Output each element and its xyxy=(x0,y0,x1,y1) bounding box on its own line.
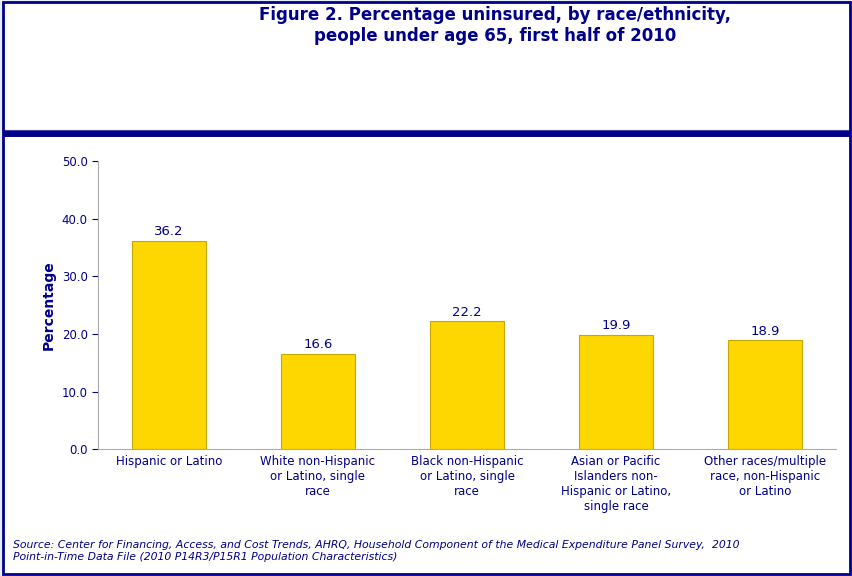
Y-axis label: Percentage: Percentage xyxy=(42,260,56,350)
Text: 36.2: 36.2 xyxy=(154,225,183,238)
Text: 19.9: 19.9 xyxy=(601,319,630,332)
Bar xyxy=(727,340,802,449)
Text: AHRQ: AHRQ xyxy=(71,43,142,63)
Bar xyxy=(280,354,354,449)
Text: 16.6: 16.6 xyxy=(303,338,332,351)
Bar xyxy=(429,321,504,449)
Text: Source: Center for Financing, Access, and Cost Trends, AHRQ, Household Component: Source: Center for Financing, Access, an… xyxy=(13,540,739,562)
Text: Advancing
Excellence in
Health Care: Advancing Excellence in Health Care xyxy=(81,79,131,108)
Text: Figure 2. Percentage uninsured, by race/ethnicity,
people under age 65, first ha: Figure 2. Percentage uninsured, by race/… xyxy=(258,6,730,44)
Text: 22.2: 22.2 xyxy=(452,306,481,319)
Bar xyxy=(579,335,653,449)
Text: 18.9: 18.9 xyxy=(750,325,779,338)
Bar xyxy=(131,241,206,449)
